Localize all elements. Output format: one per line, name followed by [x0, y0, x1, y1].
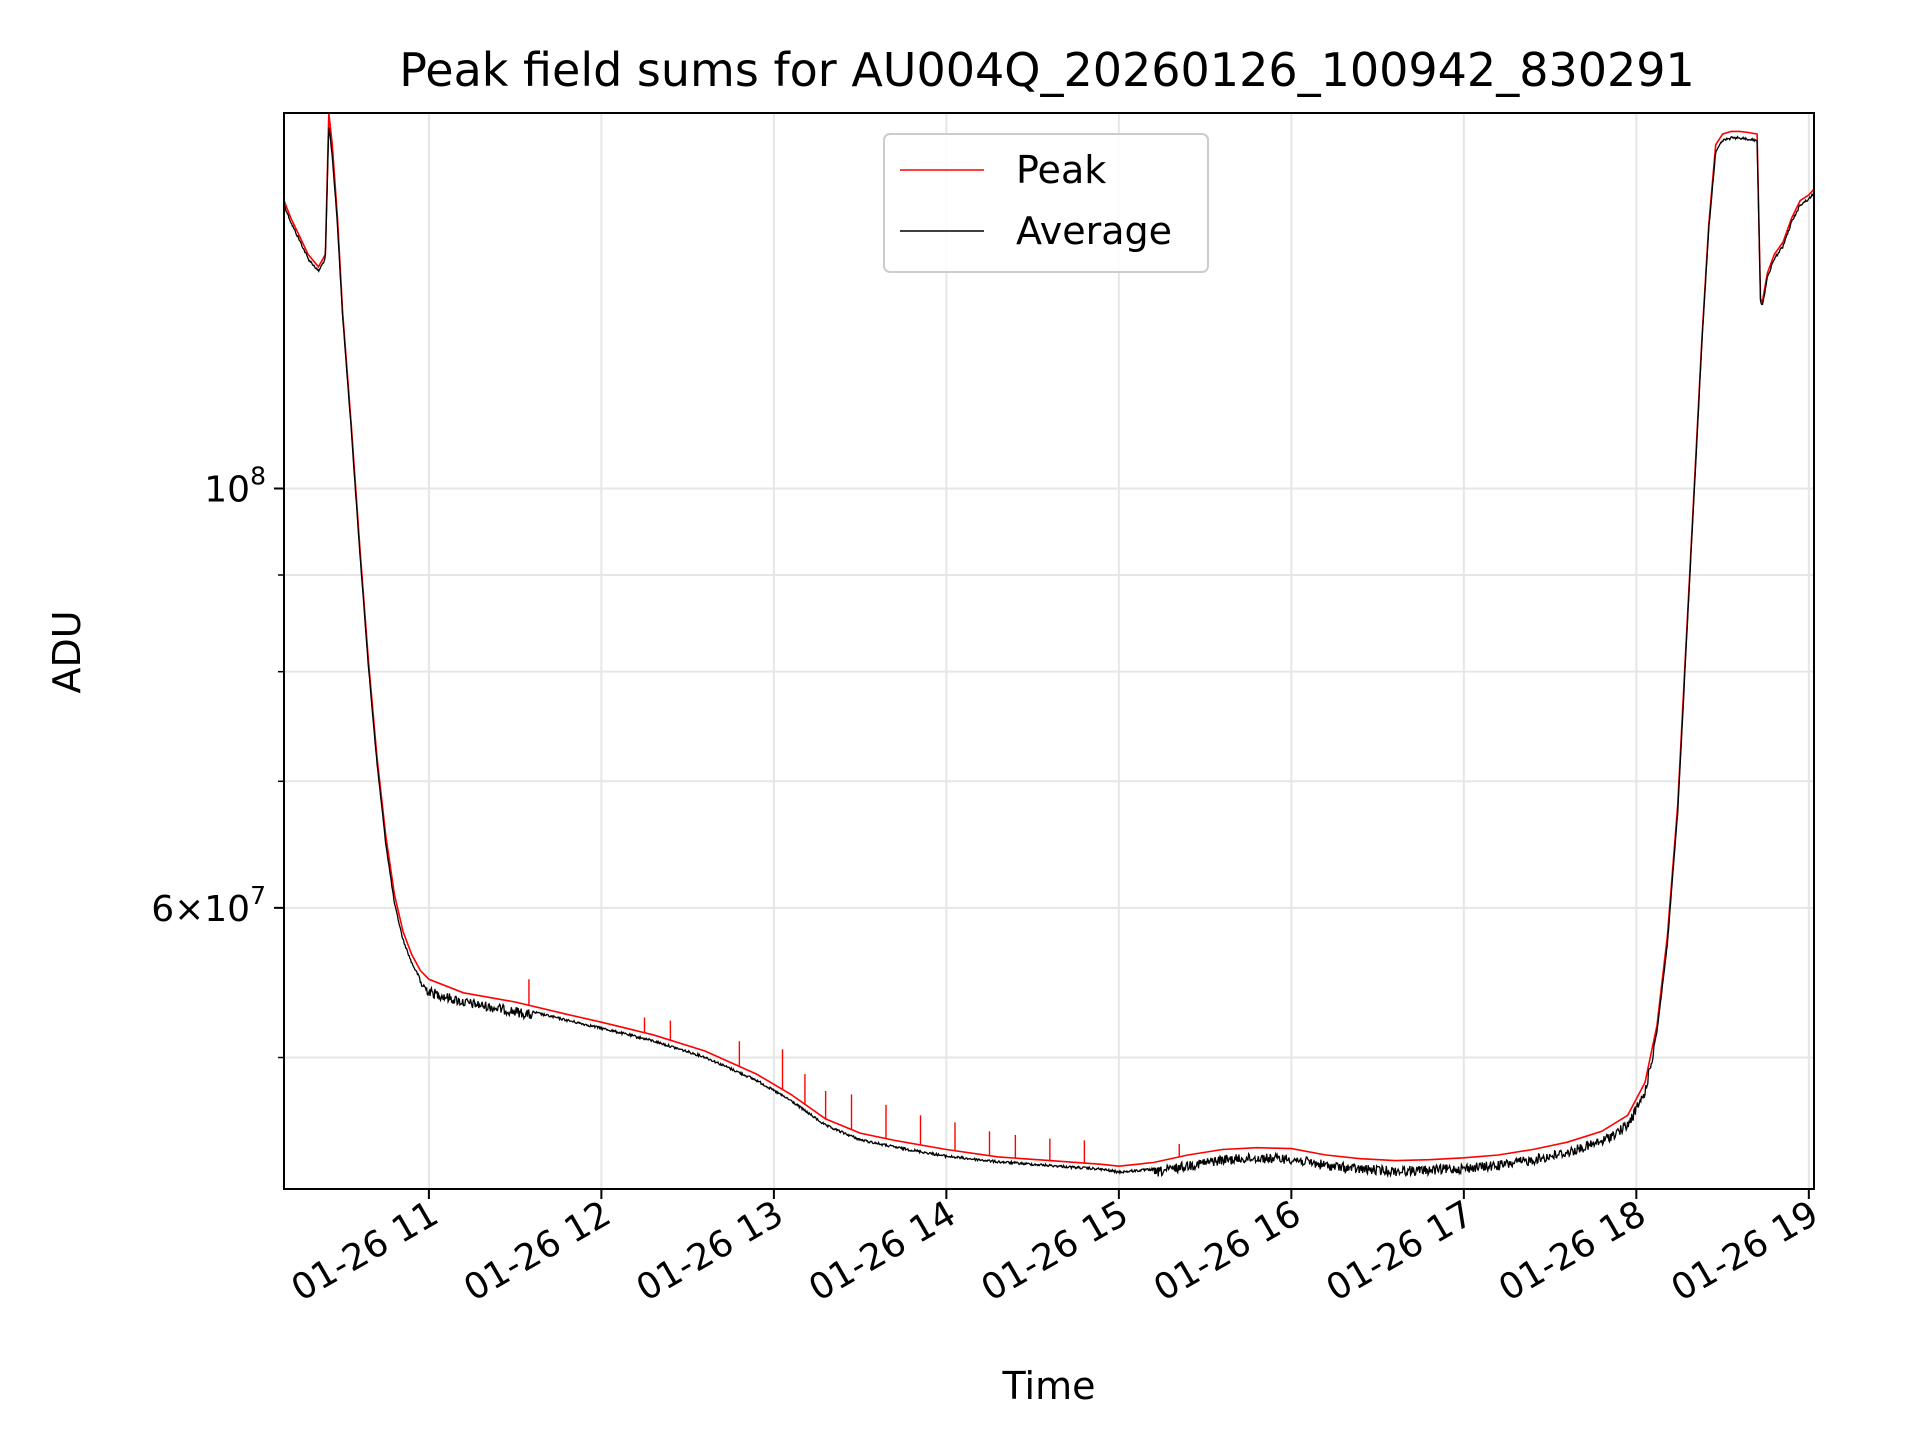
y-tick-label: 108 [204, 462, 266, 511]
y-axis-label: ADU [45, 610, 89, 693]
series-layer [283, 112, 1815, 1179]
legend-label-average: Average [1016, 209, 1172, 253]
chart-title: Peak field sums for AU004Q_20260126_1009… [399, 43, 1695, 97]
series-average-line [283, 127, 1815, 1179]
legend: Peak Average [883, 133, 1209, 273]
plot-frame [283, 112, 1815, 1190]
y-tick-label: 6×107 [151, 881, 266, 930]
grid [284, 113, 1814, 1189]
legend-label-peak: Peak [1016, 148, 1106, 192]
legend-box [883, 133, 1209, 273]
x-axis-label: Time [1002, 1364, 1096, 1408]
